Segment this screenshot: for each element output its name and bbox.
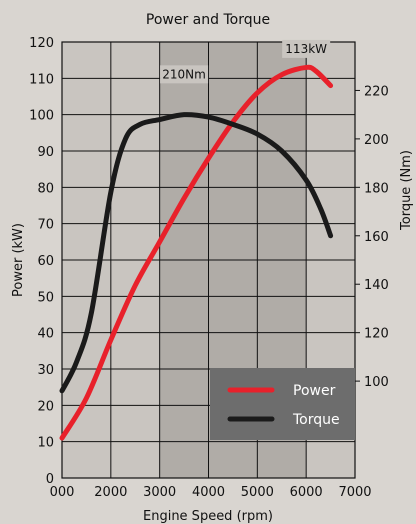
y2-axis-title: Torque (Nm) [399,150,414,231]
x-tick-label: 5000 [241,485,274,500]
annotation-bg [160,65,209,84]
y2-tick-label: 140 [364,278,389,293]
y-tick-label: 80 [37,181,54,196]
y2-tick-label: 200 [364,133,389,148]
legend-label: Power [293,383,336,399]
x-axis-title: Engine Speed (rpm) [143,509,273,524]
y-tick-label: 60 [37,254,54,269]
y2-tick-label: 180 [364,181,389,196]
x-tick-label: 4000 [192,485,225,500]
y-tick-label: 110 [29,72,54,87]
y-tick-label: 90 [37,145,54,160]
y-tick-label: 30 [37,363,54,378]
y-tick-label: 40 [37,327,54,342]
y2-tick-label: 100 [364,375,389,390]
legend-label: Torque [292,412,340,428]
y-axis-title: Power (kW) [11,223,26,297]
series-line-power [59,64,334,441]
annotation-label: 113kW [285,42,327,56]
y2-tick-label: 220 [364,84,389,99]
x-tick-label: 3000 [143,485,176,500]
y-tick-label: 100 [29,109,54,124]
chart-title: Power and Torque [146,12,270,28]
plot-frame [61,41,356,479]
x-tick-label: 7000 [338,485,371,500]
y-tick-label: 50 [37,290,54,305]
y-tick-label: 10 [37,436,54,451]
y-tick-label: 120 [29,36,54,51]
x-tick-label: 000 [50,485,75,500]
y2-tick-label: 120 [364,327,389,342]
series-line-torque [59,112,334,394]
y-tick-label: 70 [37,218,54,233]
annotation-label: 210Nm [162,67,206,81]
y2-tick-label: 160 [364,230,389,245]
y-tick-label: 20 [37,399,54,414]
x-tick-label: 2000 [94,485,127,500]
legend-box [210,368,355,440]
annotation-bg [282,39,331,58]
x-tick-label: 6000 [290,485,323,500]
y-tick-label: 0 [46,472,54,487]
